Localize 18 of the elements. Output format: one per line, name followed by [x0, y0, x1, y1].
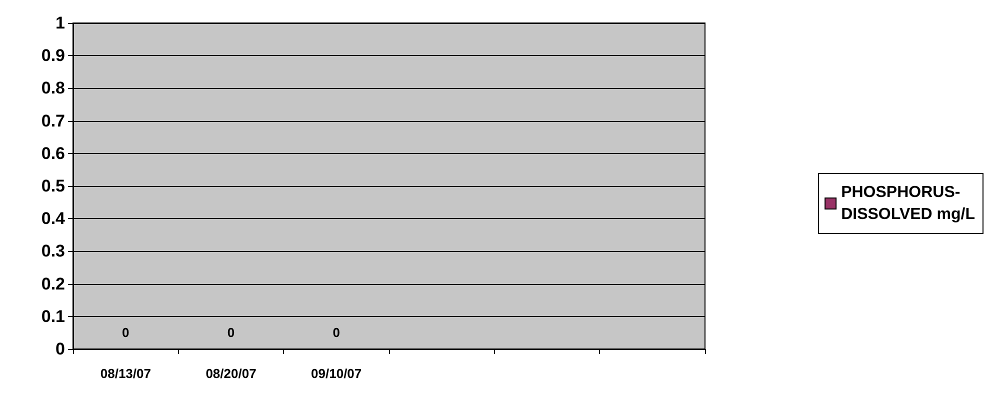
data-label: 0 [332, 325, 340, 340]
data-label: 0 [227, 325, 235, 340]
y-tick-label: 0.4 [41, 209, 66, 228]
y-tick-label: 0.2 [41, 274, 65, 294]
y-tick-label: 0.9 [41, 46, 65, 66]
y-tick-label: 1 [56, 14, 65, 32]
x-tick-label: 08/20/07 [206, 366, 256, 381]
y-tick-label: 0.5 [41, 176, 65, 196]
y-tick-label: 0 [56, 340, 65, 358]
y-tick-label: 0.7 [41, 111, 65, 130]
y-tick-label: 0.3 [41, 242, 65, 261]
y-tick-label: 0.8 [41, 78, 65, 98]
legend-label: PHOSPHORUS-DISSOLVED mg/L [841, 184, 976, 223]
x-tick-label: 08/13/07 [100, 366, 151, 381]
data-label: 0 [122, 325, 130, 340]
y-tick-label: 0.1 [41, 306, 65, 326]
y-tick-label: 0.6 [41, 144, 65, 163]
x-tick-label: 09/10/07 [311, 366, 362, 381]
